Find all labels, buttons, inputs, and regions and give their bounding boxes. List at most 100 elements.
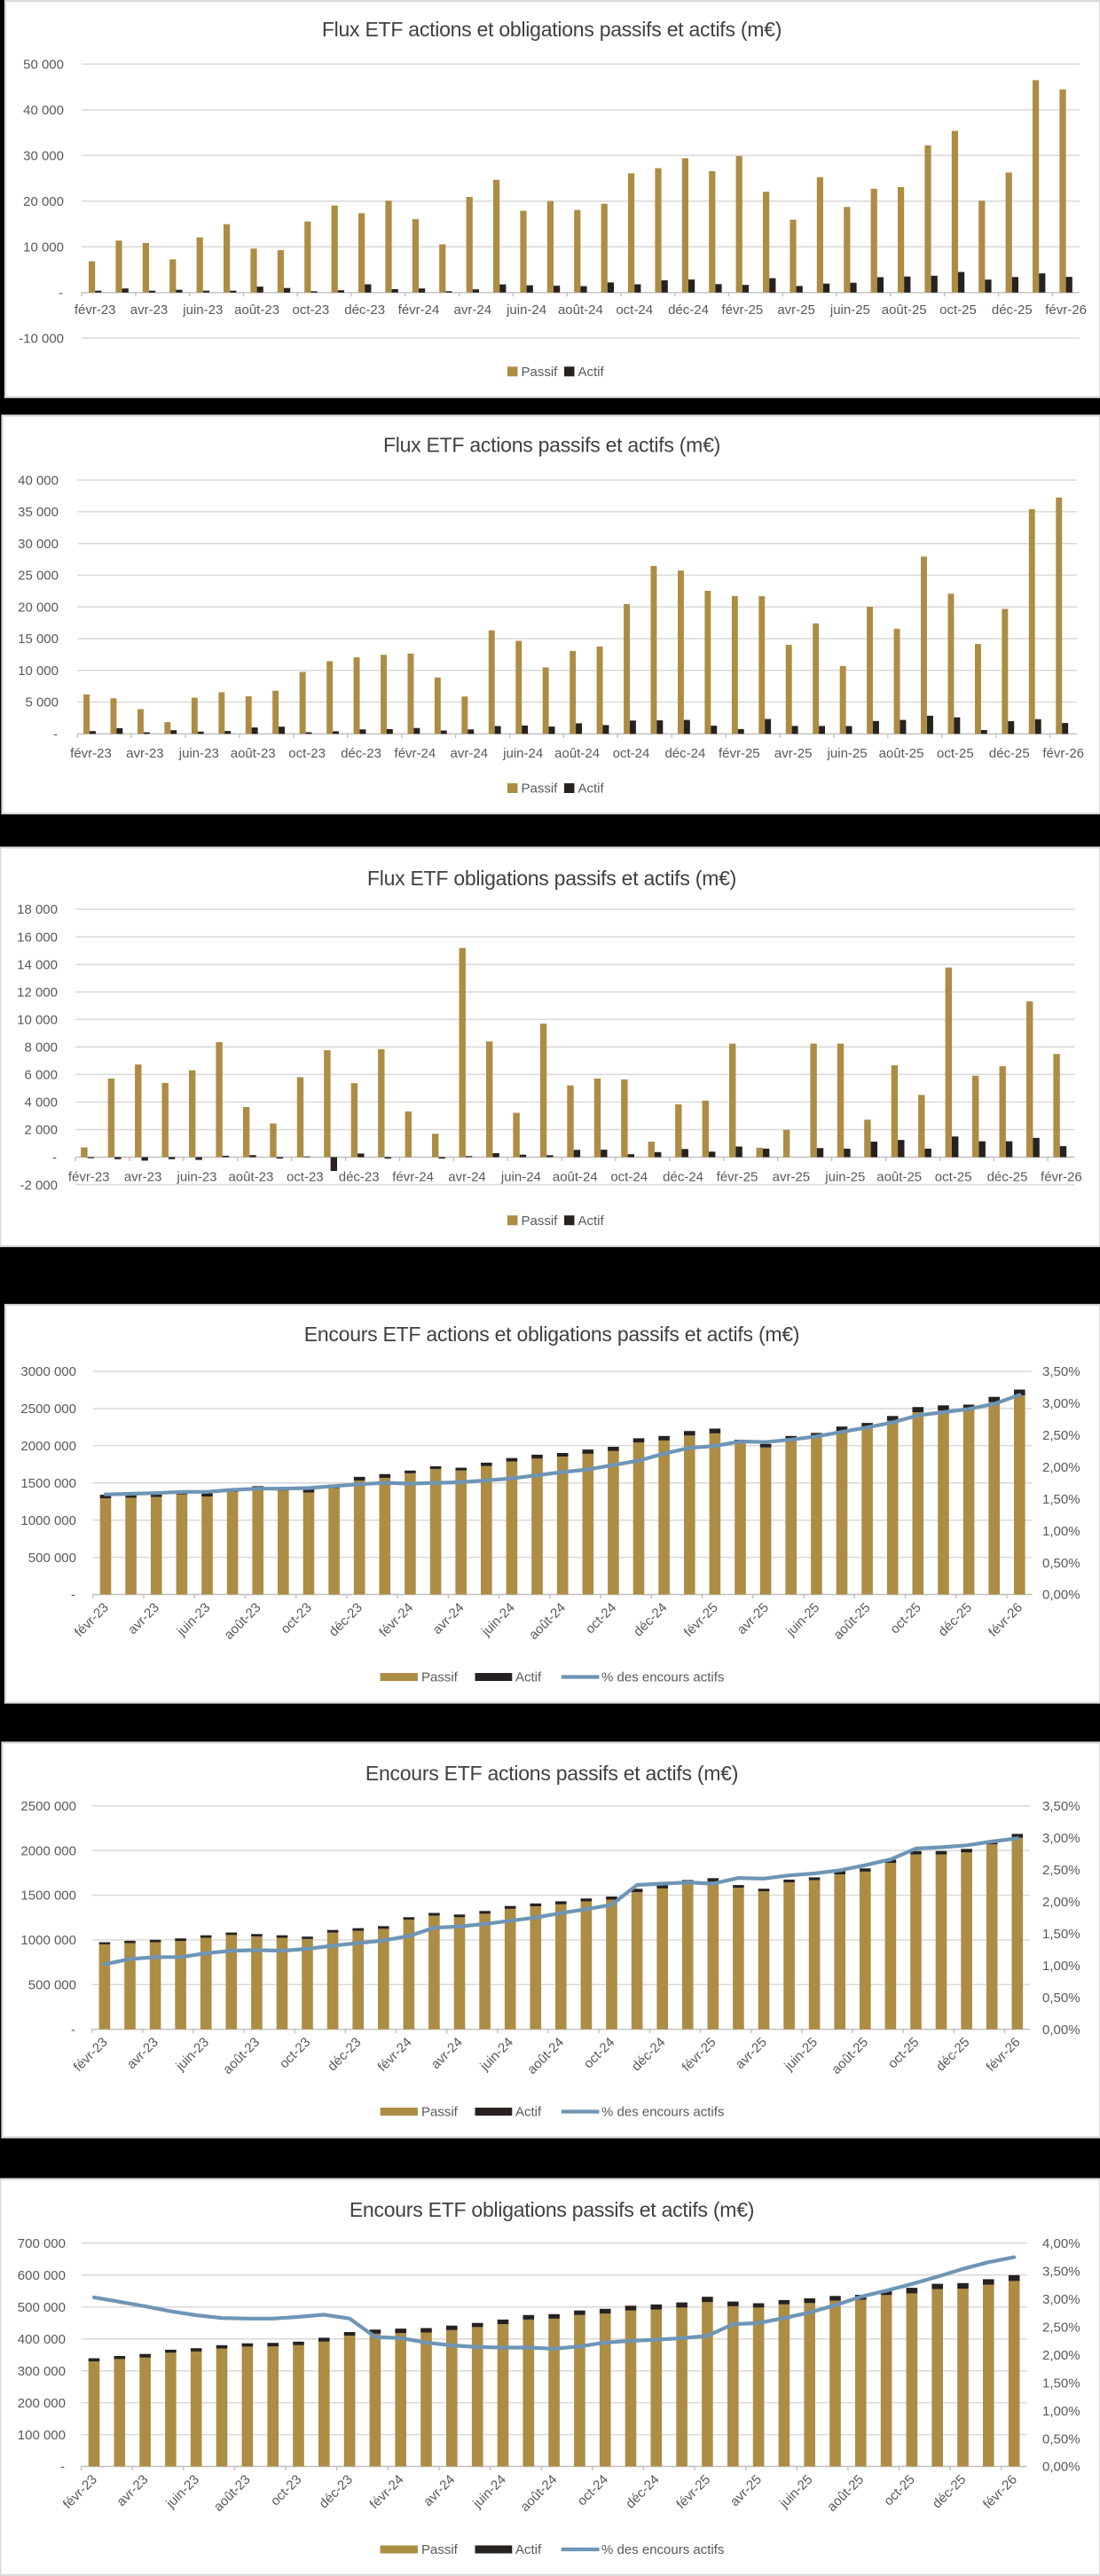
svg-text:Passif: Passif <box>522 365 559 380</box>
svg-text:2500 000: 2500 000 <box>20 1402 76 1417</box>
svg-text:14 000: 14 000 <box>17 957 58 972</box>
svg-text:févr-23: févr-23 <box>70 746 112 761</box>
svg-text:2000 000: 2000 000 <box>20 1439 76 1454</box>
svg-text:Passif: Passif <box>421 2105 459 2120</box>
svg-text:1,50%: 1,50% <box>1042 2376 1080 2391</box>
svg-text:Actif: Actif <box>578 365 605 380</box>
svg-text:8 000: 8 000 <box>24 1041 58 1056</box>
svg-text:2,00%: 2,00% <box>1042 1895 1080 1910</box>
svg-text:août-24: août-24 <box>553 1170 598 1185</box>
svg-text:févr-25: févr-25 <box>719 746 760 761</box>
svg-text:2,50%: 2,50% <box>1042 2320 1080 2335</box>
svg-text:4 000: 4 000 <box>24 1096 58 1111</box>
svg-text:avr-23: avr-23 <box>124 1170 162 1185</box>
svg-text:avr-23: avr-23 <box>130 302 169 318</box>
svg-text:3,00%: 3,00% <box>1042 1831 1080 1846</box>
svg-text:oct-25: oct-25 <box>939 302 977 318</box>
svg-text:-: - <box>71 1588 75 1603</box>
svg-text:10 000: 10 000 <box>23 240 64 255</box>
svg-text:Encours ETF obligations passif: Encours ETF obligations passifs et actif… <box>350 2198 754 2221</box>
svg-text:avr-25: avr-25 <box>773 1170 811 1185</box>
svg-text:1500 000: 1500 000 <box>20 1889 76 1904</box>
svg-text:juin-23: juin-23 <box>176 1170 216 1185</box>
svg-text:10 000: 10 000 <box>18 664 59 679</box>
svg-text:Actif: Actif <box>515 1670 542 1685</box>
svg-text:avr-24: avr-24 <box>454 302 492 318</box>
svg-text:Actif: Actif <box>578 781 605 797</box>
svg-text:juin-25: juin-25 <box>829 302 870 318</box>
svg-text:févr-26: févr-26 <box>1041 1170 1082 1185</box>
svg-text:0,00%: 0,00% <box>1042 2022 1080 2038</box>
svg-text:1,00%: 1,00% <box>1042 1959 1080 1974</box>
svg-text:déc-25: déc-25 <box>992 302 1033 318</box>
svg-text:déc-24: déc-24 <box>663 1170 703 1185</box>
svg-text:300 000: 300 000 <box>18 2364 66 2379</box>
svg-text:400 000: 400 000 <box>18 2332 66 2347</box>
svg-text:juin-25: juin-25 <box>827 746 868 761</box>
svg-text:100 000: 100 000 <box>18 2428 66 2443</box>
svg-text:0,00%: 0,00% <box>1042 1588 1080 1603</box>
svg-text:oct-23: oct-23 <box>288 746 326 761</box>
svg-text:juin-24: juin-24 <box>506 302 546 318</box>
svg-text:40 000: 40 000 <box>18 473 59 488</box>
svg-text:juin-23: juin-23 <box>182 302 223 318</box>
svg-text:avr-24: avr-24 <box>451 746 489 761</box>
svg-text:30 000: 30 000 <box>18 537 59 552</box>
svg-text:févr-24: févr-24 <box>398 302 440 318</box>
svg-text:-: - <box>60 2460 65 2475</box>
svg-text:600 000: 600 000 <box>18 2268 66 2283</box>
svg-text:déc-23: déc-23 <box>339 1170 380 1185</box>
svg-text:déc-24: déc-24 <box>668 302 709 318</box>
svg-text:Actif: Actif <box>515 2105 542 2120</box>
svg-text:500 000: 500 000 <box>18 2300 66 2315</box>
svg-text:2000 000: 2000 000 <box>20 1843 76 1858</box>
svg-text:2,50%: 2,50% <box>1042 1863 1080 1878</box>
svg-text:oct-23: oct-23 <box>293 302 330 318</box>
svg-text:Actif: Actif <box>515 2542 542 2557</box>
svg-text:oct-24: oct-24 <box>613 746 650 761</box>
svg-text:500 000: 500 000 <box>28 1978 76 1993</box>
svg-text:août-23: août-23 <box>228 1170 273 1185</box>
svg-text:3,50%: 3,50% <box>1042 1799 1080 1814</box>
svg-text:3,00%: 3,00% <box>1042 1396 1080 1411</box>
svg-text:35 000: 35 000 <box>18 505 59 520</box>
svg-text:25 000: 25 000 <box>18 569 59 584</box>
svg-text:-: - <box>53 727 58 742</box>
svg-text:% des encours actifs: % des encours actifs <box>601 2542 724 2557</box>
svg-text:3,50%: 3,50% <box>1042 2265 1080 2280</box>
svg-text:févr-25: févr-25 <box>721 302 763 318</box>
svg-text:juin-24: juin-24 <box>500 1170 541 1185</box>
svg-text:18 000: 18 000 <box>17 902 58 917</box>
svg-text:Encours ETF actions passifs et: Encours ETF actions passifs et actifs (m… <box>365 1762 738 1785</box>
svg-text:2 000: 2 000 <box>24 1123 58 1138</box>
svg-text:3000 000: 3000 000 <box>20 1364 76 1379</box>
svg-text:10 000: 10 000 <box>17 1013 58 1028</box>
svg-text:12 000: 12 000 <box>17 985 58 1000</box>
svg-text:-: - <box>71 2022 75 2038</box>
svg-text:févr-23: févr-23 <box>75 302 116 318</box>
svg-text:50 000: 50 000 <box>23 58 64 73</box>
svg-text:3,00%: 3,00% <box>1042 2292 1080 2307</box>
svg-text:oct-25: oct-25 <box>935 1170 972 1185</box>
svg-text:Flux ETF actions passifs et ac: Flux ETF actions passifs et actifs (m€) <box>383 434 720 457</box>
svg-text:-2 000: -2 000 <box>20 1178 58 1193</box>
svg-text:avr-25: avr-25 <box>774 746 813 761</box>
svg-text:juin-23: juin-23 <box>178 746 219 761</box>
svg-text:Passif: Passif <box>522 1213 559 1229</box>
svg-text:-: - <box>59 286 63 301</box>
svg-text:août-25: août-25 <box>876 1170 922 1185</box>
svg-text:500 000: 500 000 <box>28 1551 76 1566</box>
svg-text:Flux ETF obligations passifs e: Flux ETF obligations passifs et actifs (… <box>367 867 736 890</box>
svg-text:6 000: 6 000 <box>24 1068 58 1083</box>
svg-text:700 000: 700 000 <box>18 2236 66 2251</box>
svg-text:avr-24: avr-24 <box>448 1170 486 1185</box>
svg-text:2,00%: 2,00% <box>1042 2348 1080 2363</box>
svg-text:1000 000: 1000 000 <box>20 1933 76 1948</box>
svg-text:Passif: Passif <box>421 2542 459 2557</box>
svg-text:août-25: août-25 <box>882 302 927 318</box>
svg-text:-10 000: -10 000 <box>19 332 64 347</box>
svg-text:févr-25: févr-25 <box>717 1170 758 1185</box>
svg-text:% des encours actifs: % des encours actifs <box>601 1670 724 1685</box>
svg-text:août-24: août-24 <box>558 302 603 318</box>
svg-text:oct-23: oct-23 <box>287 1170 324 1185</box>
